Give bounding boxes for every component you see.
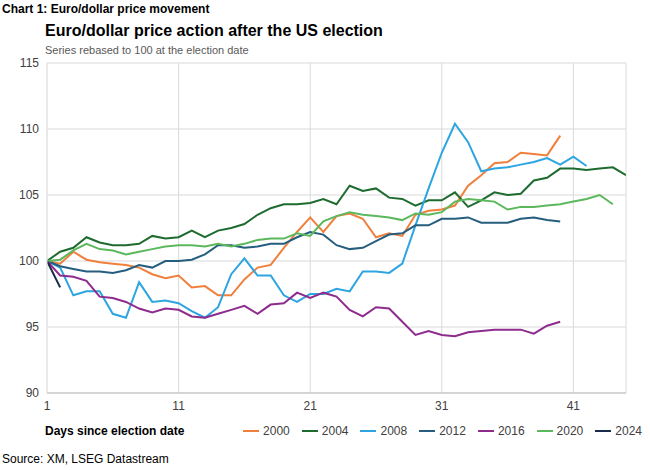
html-text:2008: 2008 xyxy=(380,424,408,438)
html-text:Days since election date: Days since election date xyxy=(45,424,185,438)
html-text:2004: 2004 xyxy=(321,424,349,438)
html-text:2012: 2012 xyxy=(439,424,466,438)
svg-text:21: 21 xyxy=(304,399,318,413)
svg-text:115: 115 xyxy=(20,56,39,70)
svg-text:11: 11 xyxy=(172,399,185,413)
svg-text:95: 95 xyxy=(26,320,40,334)
html-text:Source: XM, LSEG Datastream: Source: XM, LSEG Datastream xyxy=(2,452,169,466)
svg-text:105: 105 xyxy=(19,188,39,202)
svg-text:90: 90 xyxy=(26,386,40,400)
html-text:2020: 2020 xyxy=(556,424,584,438)
html-text:2016: 2016 xyxy=(497,424,525,438)
svg-text:110: 110 xyxy=(20,122,39,136)
svg-text:41: 41 xyxy=(567,399,581,413)
svg-text:100: 100 xyxy=(19,254,39,268)
html-text:Chart 1: Euro/dollar price mov: Chart 1: Euro/dollar price movement xyxy=(2,2,210,16)
html-text:2000: 2000 xyxy=(263,424,290,438)
html-text:Euro/dollar price action after: Euro/dollar price action after the US el… xyxy=(45,22,383,39)
html-text:2024: 2024 xyxy=(615,424,642,438)
html-text:Series rebased to 100 at the e: Series rebased to 100 at the election da… xyxy=(45,44,249,56)
svg-text:1: 1 xyxy=(44,399,51,413)
svg-text:31: 31 xyxy=(435,399,449,413)
